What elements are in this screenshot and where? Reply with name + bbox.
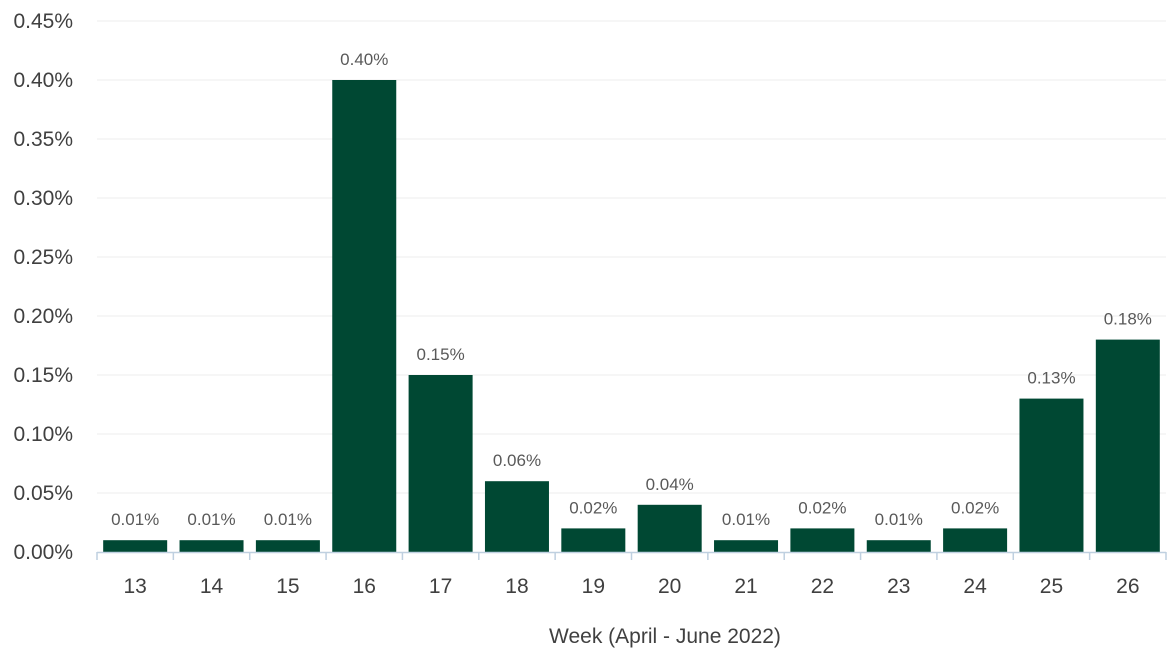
data-label: 0.02% — [569, 498, 617, 517]
bar-week-17 — [408, 375, 473, 552]
bar-week-15 — [255, 540, 320, 552]
x-tick-label: 24 — [963, 575, 987, 598]
x-tick-label: 16 — [353, 575, 376, 598]
data-label: 0.18% — [1104, 310, 1152, 329]
y-tick-label: 0.10% — [13, 423, 73, 446]
data-labels: 0.01% 0.01% 0.01% 0.40% 0.15% 0.06% 0.02% 0.04%… — [111, 50, 1152, 529]
data-label: 0.04% — [646, 475, 694, 494]
bar-week-18 — [484, 481, 549, 552]
bar-week-25 — [1019, 398, 1084, 552]
data-label: 0.13% — [1027, 369, 1075, 388]
y-tick-label: 0.45% — [13, 10, 73, 33]
data-label: 0.40% — [340, 50, 388, 69]
y-tick-label: 0.15% — [13, 364, 73, 387]
bar-week-22 — [790, 528, 855, 552]
x-axis-label: Week (April - June 2022) — [549, 625, 781, 648]
x-tick-label: 22 — [811, 575, 834, 598]
y-tick-label: 0.05% — [13, 482, 73, 505]
data-label: 0.01% — [111, 510, 159, 529]
bar-week-14 — [179, 540, 244, 552]
x-tick-label: 25 — [1040, 575, 1063, 598]
x-tick-label: 18 — [505, 575, 528, 598]
y-axis-ticks: 0.00% 0.05% 0.10% 0.15% 0.20% 0.25% 0.30% 0.35%… — [13, 10, 73, 564]
y-tick-label: 0.20% — [13, 305, 73, 328]
x-tick-label: 14 — [200, 575, 224, 598]
bar-week-20 — [637, 504, 702, 552]
data-label: 0.02% — [951, 498, 999, 517]
data-label: 0.01% — [264, 510, 312, 529]
x-tick-label: 13 — [123, 575, 146, 598]
x-tick-label: 23 — [887, 575, 910, 598]
data-label: 0.06% — [493, 451, 541, 470]
x-axis — [96, 551, 1167, 560]
data-label: 0.01% — [875, 510, 923, 529]
bar-week-24 — [943, 528, 1008, 552]
x-axis-ticks: 13 14 15 16 17 18 19 20 21 22 23 24 25 26 — [123, 575, 1139, 598]
data-label: 0.15% — [417, 345, 465, 364]
bar-week-19 — [561, 528, 626, 552]
x-tick-label: 15 — [276, 575, 299, 598]
data-label: 0.01% — [722, 510, 770, 529]
x-tick-label: 19 — [582, 575, 605, 598]
grid-lines — [97, 20, 1166, 494]
bar-week-23 — [866, 540, 931, 552]
y-tick-label: 0.00% — [13, 541, 73, 564]
bars — [103, 80, 1160, 552]
data-label: 0.01% — [187, 510, 235, 529]
bar-week-16 — [332, 80, 397, 552]
x-tick-label: 17 — [429, 575, 452, 598]
bar-week-13 — [103, 540, 168, 552]
data-label: 0.02% — [798, 498, 846, 517]
x-tick-label: 26 — [1116, 575, 1139, 598]
y-tick-label: 0.30% — [13, 187, 73, 210]
y-tick-label: 0.40% — [13, 69, 73, 92]
bar-week-26 — [1095, 339, 1160, 552]
x-tick-label: 20 — [658, 575, 681, 598]
y-tick-label: 0.35% — [13, 128, 73, 151]
x-tick-label: 21 — [734, 575, 757, 598]
y-tick-label: 0.25% — [13, 246, 73, 269]
bar-week-21 — [714, 540, 779, 552]
